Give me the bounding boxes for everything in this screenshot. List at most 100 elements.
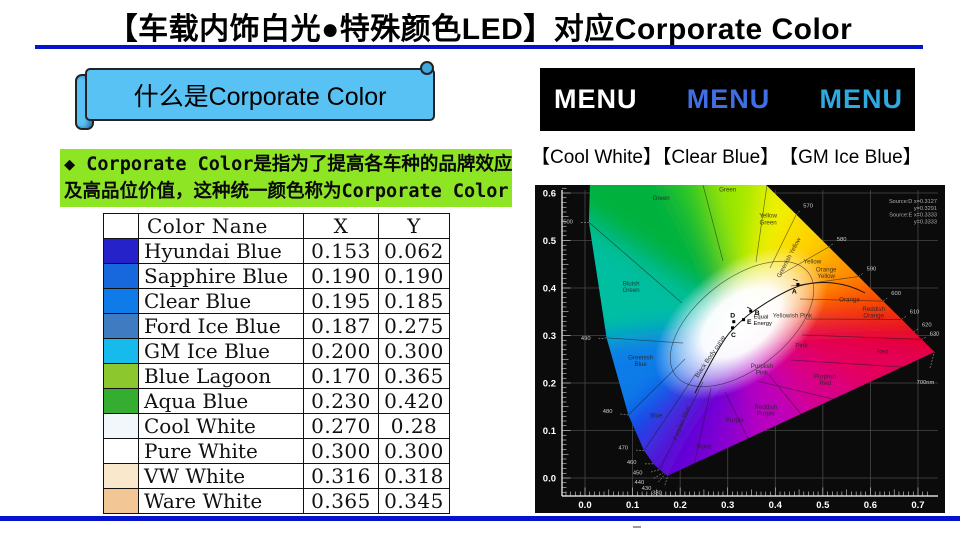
svg-text:0.2: 0.2 [543, 379, 556, 390]
svg-text:Purplish: Purplish [814, 373, 837, 380]
svg-text:A: A [792, 288, 797, 295]
footer-dash [633, 526, 641, 528]
svg-text:630: 630 [930, 331, 940, 337]
svg-text:0.4: 0.4 [543, 284, 557, 295]
description-line1: ◆ Corporate Color是指为了提高各车种的品牌效应 [64, 154, 513, 175]
x-value-cell: 0.200 [303, 338, 379, 364]
svg-text:0.1: 0.1 [626, 500, 640, 511]
svg-text:Green: Green [760, 219, 778, 226]
svg-text:590: 590 [867, 267, 877, 273]
svg-text:0.0: 0.0 [578, 500, 591, 511]
color-name-cell: GM Ice Blue [138, 338, 304, 364]
color-name-cell: Ware White [138, 488, 304, 514]
svg-text:Yellow: Yellow [804, 258, 822, 265]
menu-led-text: MENU [686, 84, 771, 114]
menu-led-text: MENU [819, 84, 903, 114]
svg-text:Orange: Orange [839, 296, 860, 303]
svg-text:0.6: 0.6 [864, 500, 877, 511]
y-value-cell: 0.28 [378, 413, 450, 439]
y-value-cell: 0.420 [378, 388, 450, 414]
color-swatch [103, 388, 139, 414]
svg-text:490: 490 [581, 336, 591, 342]
x-value-cell: 0.270 [303, 413, 379, 439]
svg-text:y=0.3291: y=0.3291 [914, 206, 937, 212]
svg-text:600: 600 [891, 291, 901, 297]
svg-text:D: D [730, 313, 735, 320]
svg-text:Greenish: Greenish [628, 354, 654, 361]
column-header: X [303, 213, 379, 239]
y-value-cell: 0.365 [378, 363, 450, 389]
svg-text:Reddish: Reddish [862, 306, 885, 313]
svg-text:Energy: Energy [754, 321, 772, 327]
svg-text:C: C [731, 332, 736, 339]
svg-text:0.7: 0.7 [911, 500, 924, 511]
table-header: Color Nane X Y [103, 213, 450, 239]
y-value-cell: 0.275 [378, 313, 450, 339]
svg-text:Reddish: Reddish [754, 404, 777, 411]
blackbody-curve [694, 281, 866, 394]
color-swatch [103, 288, 139, 314]
y-value-cell: 0.300 [378, 438, 450, 464]
y-value-cell: 0.190 [378, 263, 450, 289]
color-swatch [103, 363, 139, 389]
svg-text:0.4: 0.4 [769, 500, 783, 511]
svg-text:Orange: Orange [816, 266, 837, 273]
banner-scroll: 什么是Corporate Color [75, 61, 435, 130]
page-title: 【车载内饰白光●特殊颜色LED】对应Corporate Color [107, 13, 853, 46]
svg-text:Pink: Pink [756, 369, 769, 376]
table-row: Pure White 0.300 0.300 [103, 438, 450, 464]
banner-band: 什么是Corporate Color [85, 68, 435, 121]
title-underline [35, 45, 923, 49]
svg-text:E: E [747, 319, 752, 326]
led-menu-display: MENU MENU MENU [540, 68, 915, 131]
svg-text:480: 480 [603, 409, 613, 415]
x-value-cell: 0.190 [303, 263, 379, 289]
color-name-cell: Hyundai Blue [138, 238, 304, 264]
svg-text:B: B [755, 310, 760, 317]
svg-text:380: 380 [652, 491, 662, 497]
cie-svg: 0.0 0.1 0.2 0.3 0.4 0.5 0.6 0.7 0.0 0.1 0.2 0.3 0.4 0… [535, 185, 945, 513]
y-value-cell: 0.300 [378, 338, 450, 364]
table-row: GM Ice Blue 0.200 0.300 [103, 338, 450, 364]
column-header: Color Nane [138, 213, 304, 239]
svg-text:620: 620 [922, 323, 932, 329]
white-region-glow [654, 246, 828, 400]
color-name-cell: Sapphire Blue [138, 263, 304, 289]
svg-text:450: 450 [633, 471, 643, 477]
svg-text:0.5: 0.5 [543, 236, 557, 247]
x-value-cell: 0.187 [303, 313, 379, 339]
svg-text:0.3: 0.3 [721, 500, 734, 511]
color-swatch [103, 463, 139, 489]
svg-text:0.6: 0.6 [543, 189, 556, 200]
x-value-cell: 0.316 [303, 463, 379, 489]
column-header [103, 213, 139, 239]
svg-text:470: 470 [618, 446, 628, 452]
color-swatch [103, 488, 139, 514]
cie-chromaticity-diagram: 0.0 0.1 0.2 0.3 0.4 0.5 0.6 0.7 0.0 0.1 0.2 0.3 0.4 0… [535, 185, 945, 513]
description-note: ◆ Corporate Color是指为了提高各车种的品牌效应 及高品位价值，这… [60, 149, 512, 207]
svg-text:Green: Green [653, 195, 671, 202]
table-row: Blue Lagoon 0.170 0.365 [103, 363, 450, 389]
corporate-color-table: Color Nane X Y Hyundai Blue 0.153 0.062 Sapph… [103, 213, 450, 514]
svg-text:570: 570 [803, 204, 813, 210]
svg-text:Purplish: Purplish [751, 363, 774, 370]
color-swatch [103, 263, 139, 289]
svg-text:Green: Green [719, 187, 737, 194]
color-name-cell: Blue Lagoon [138, 363, 304, 389]
description-line2: 及高品位价值，这种统一颜色称为Corporate Color [64, 181, 509, 202]
svg-text:Purple: Purple [726, 417, 744, 424]
table-row: Sapphire Blue 0.190 0.190 [103, 263, 450, 289]
svg-text:Orange: Orange [863, 312, 884, 319]
svg-text:610: 610 [910, 309, 920, 315]
x-value-cell: 0.300 [303, 438, 379, 464]
svg-text:0.3: 0.3 [543, 331, 556, 342]
svg-text:Violet: Violet [696, 444, 712, 451]
svg-text:Equal: Equal [754, 315, 769, 321]
svg-text:0.5: 0.5 [816, 500, 830, 511]
svg-text:Pink: Pink [795, 342, 808, 349]
svg-text:0.2: 0.2 [674, 500, 687, 511]
column-header: Y [378, 213, 450, 239]
